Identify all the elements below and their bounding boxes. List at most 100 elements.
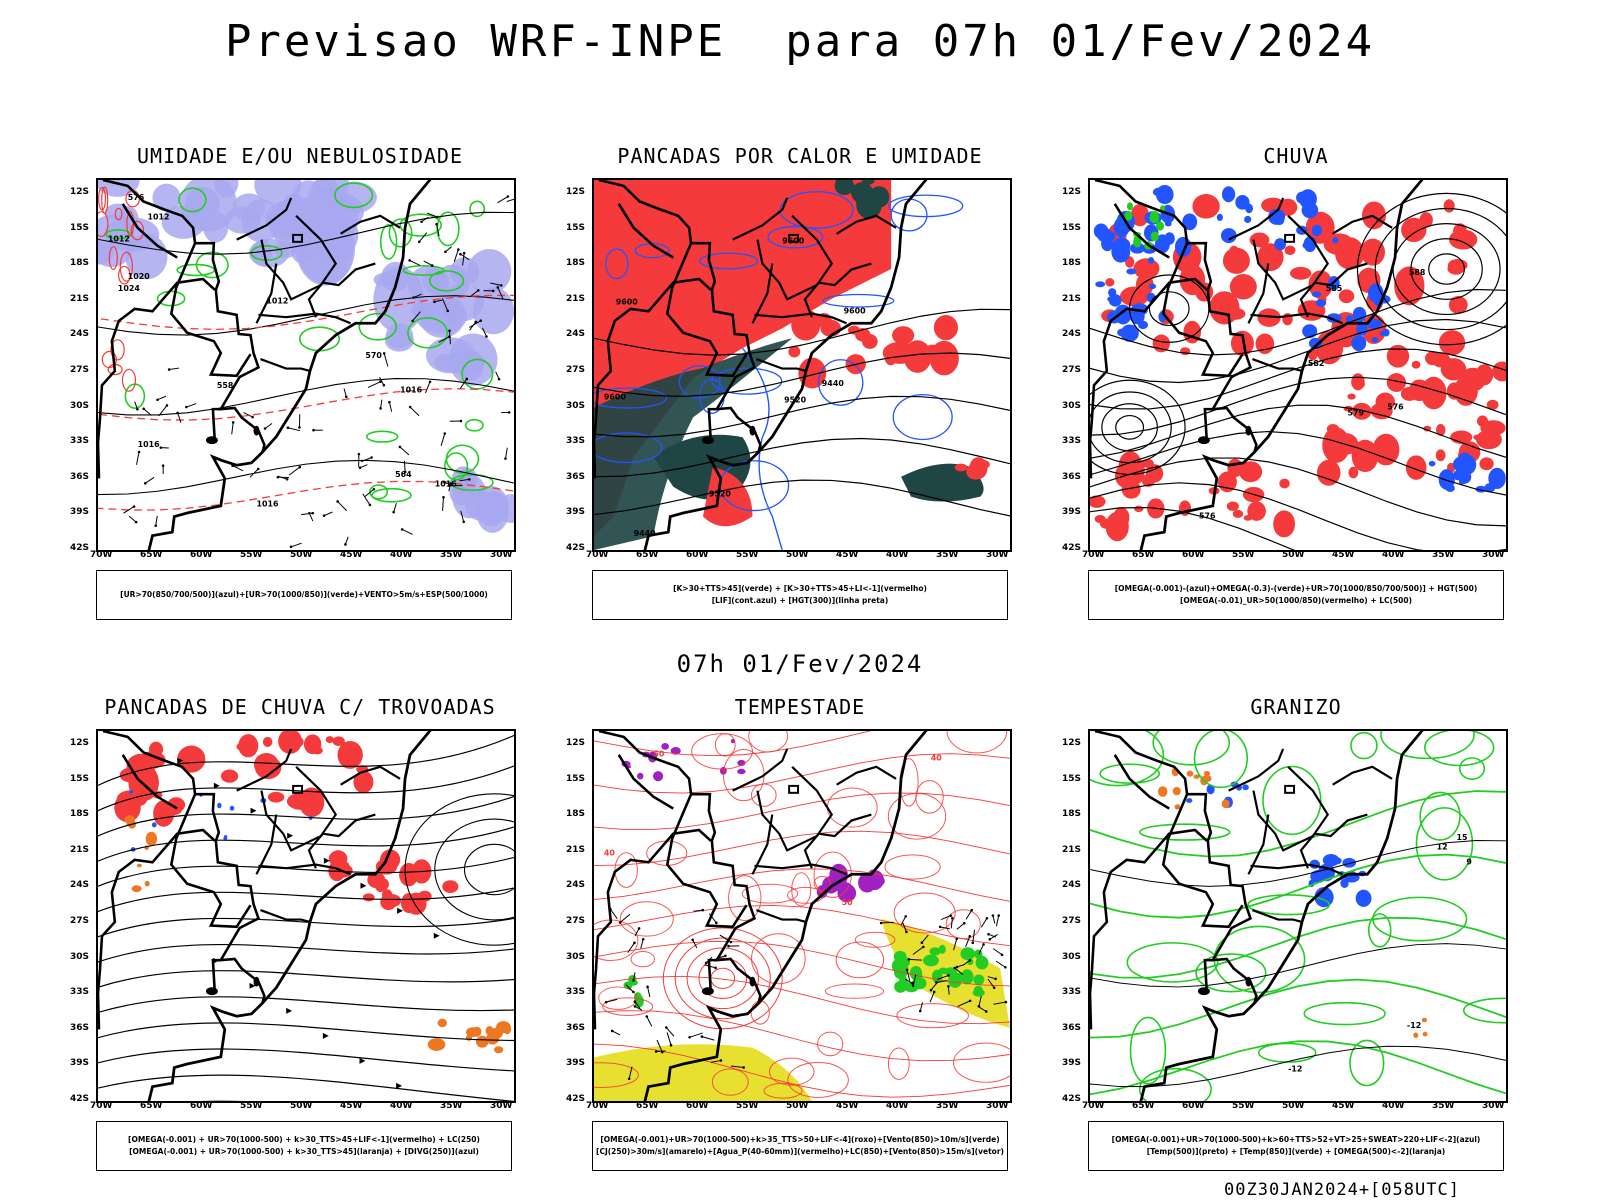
contour-label: 1016 (138, 440, 161, 449)
lat-tick-label: 30S (1062, 951, 1082, 962)
lat-tick-label: 15S (566, 773, 586, 784)
lon-tick-label: 45W (1332, 1101, 1355, 1111)
lat-tick-label: 33S (70, 987, 90, 998)
contour-label: 50 (653, 750, 665, 759)
map-borders (594, 180, 928, 550)
lat-tick-label: 36S (566, 471, 586, 482)
lon-tick-label: 60W (190, 1101, 213, 1111)
lat-tick-label: 12S (566, 738, 586, 748)
lat-tick-label: 12S (70, 187, 90, 197)
panel-title-pancadas-calor: PANCADAS POR CALOR E UMIDADE (617, 144, 983, 168)
lat-tick-label: 39S (1062, 1058, 1082, 1069)
lat-tick-label: 27S (1062, 916, 1082, 926)
lat-tick-label: 24S (1062, 880, 1082, 891)
contour-label: 576 (1387, 403, 1404, 412)
lat-tick-label: 15S (70, 773, 90, 784)
lat-tick-label: 42S (1062, 543, 1082, 553)
lat-tick-label: 24S (70, 329, 90, 340)
panel-title-trovoadas: PANCADAS DE CHUVA C/ TROVOADAS (104, 695, 496, 719)
map-borders (1090, 180, 1424, 550)
lon-tick-label: 45W (1332, 550, 1355, 560)
lon-tick-label: 70W (1082, 550, 1105, 560)
lat-tick-label: 18S (1062, 258, 1082, 269)
lat-tick-label: 30S (566, 951, 586, 962)
legend-line: [OMEGA(-0.001) + UR>70(1000-500) + k>30_… (128, 1135, 480, 1144)
lat-tick-label: 12S (1062, 738, 1082, 748)
lon-tick-label: 30W (1482, 1101, 1505, 1111)
lon-tick-label: 40W (886, 1101, 909, 1111)
mid-title: 07h 01/Fev/2024 (676, 650, 924, 678)
lat-tick-label: 42S (70, 1094, 90, 1104)
map-graphic-umidade: 1012 1012 1012 1016 1016 1016 1016 1020 1024 576 5… (98, 180, 514, 550)
contour-label: 1024 (118, 284, 141, 293)
lon-tick-label: 40W (886, 550, 909, 560)
lat-tick-label: 33S (1062, 987, 1082, 998)
contour-label: 9600 (616, 298, 639, 307)
legend-granizo: [OMEGA(-0.001)+UR>70(1000-500)+k>60+TTS>… (1088, 1121, 1504, 1171)
contour-label: 576 (128, 193, 145, 202)
legend-pancadas-calor: [K>30+TTS>45](verde) + [K>30+TTS>45+LI<-… (592, 570, 1008, 620)
contour-label: 564 (395, 470, 412, 479)
map-chuva: 588 585 582 579 576 576 (1088, 178, 1508, 552)
map-graphic-chuva: 588 585 582 579 576 576 (1090, 180, 1506, 550)
lon-tick-label: 30W (986, 550, 1009, 560)
map-borders (1090, 731, 1424, 1101)
lat-tick-label: 15S (1062, 222, 1082, 233)
legend-line: [K>30+TTS>45](verde) + [K>30+TTS>45+LI<-… (673, 584, 927, 593)
map-umidade: 1012 1012 1012 1016 1016 1016 1016 1020 1024 576 5… (96, 178, 516, 552)
lat-tick-label: 21S (70, 293, 90, 304)
contour-label: 1012 (266, 297, 288, 306)
contour-label: 15 (1456, 833, 1467, 842)
contour-label: 570 (365, 351, 382, 360)
lon-tick-label: 65W (140, 1101, 163, 1111)
lat-tick-label: 39S (1062, 507, 1082, 518)
lat-tick-label: 27S (1062, 365, 1082, 375)
legend-umidade: [UR>70(850/700/500)](azul)+[UR>70(1000/8… (96, 570, 512, 620)
lat-tick-label: 30S (566, 400, 586, 411)
lat-tick-label: 36S (1062, 1022, 1082, 1033)
lat-tick-label: 42S (1062, 1094, 1082, 1104)
lon-tick-label: 35W (440, 550, 463, 560)
lat-tick-label: 21S (70, 844, 90, 855)
lat-tick-label: 27S (70, 365, 90, 375)
lon-tick-label: 45W (836, 1101, 859, 1111)
lat-tick-label: 36S (70, 1022, 90, 1033)
contour-label: 1016 (435, 480, 458, 489)
lat-tick-label: 30S (70, 951, 90, 962)
contour-label: 9600 (604, 393, 627, 402)
contour-label: 9520 (709, 490, 732, 499)
contour-label: 50 (842, 898, 854, 907)
lon-tick-label: 60W (1182, 1101, 1205, 1111)
lat-tick-label: 33S (70, 436, 90, 447)
lon-tick-label: 35W (440, 1101, 463, 1111)
legend-trovoadas: [OMEGA(-0.001) + UR>70(1000-500) + k>30_… (96, 1121, 512, 1171)
legend-line: [CJ(250)>30m/s](amarelo)+[Agua_P(40-60mm… (596, 1147, 1004, 1156)
lat-tick-label: 18S (566, 809, 586, 820)
lat-tick-label: 42S (70, 543, 90, 553)
lat-tick-label: 39S (70, 507, 90, 518)
lon-tick-label: 45W (836, 550, 859, 560)
legend-line: [OMEGA(-0.001)+UR>70(1000-500)+k>35_TTS>… (600, 1135, 1000, 1144)
map-graphic-trovoadas (98, 731, 514, 1101)
legend-line: [Temp(500)](preto) + [Temp(850)](verde) … (1146, 1147, 1446, 1156)
legend-line: [UR>70(850/700/500)](azul)+[UR>70(1000/8… (120, 590, 488, 599)
lon-tick-label: 40W (1382, 1101, 1405, 1111)
map-trovoadas (96, 729, 516, 1103)
lat-tick-label: 36S (566, 1022, 586, 1033)
lon-tick-label: 65W (636, 550, 659, 560)
lat-tick-label: 12S (566, 187, 586, 197)
legend-line: [LIF](cont.azul) + [HGT(300)](linha pret… (711, 596, 889, 605)
map-fields: 1012 1012 1012 1016 1016 1016 1016 1020 1024 576 5… (98, 180, 514, 549)
map-granizo: -12 -12 15 12 9 (1088, 729, 1508, 1103)
lon-tick-label: 70W (90, 1101, 113, 1111)
map-graphic-granizo: -12 -12 15 12 9 (1090, 731, 1506, 1101)
contour-label: 12 (1437, 843, 1448, 852)
lon-tick-label: 30W (1482, 550, 1505, 560)
contour-label: 585 (1326, 284, 1343, 293)
lon-tick-label: 35W (1432, 550, 1455, 560)
lon-tick-label: 50W (786, 1101, 809, 1111)
panel-title-chuva: CHUVA (1263, 144, 1329, 168)
lat-tick-label: 30S (1062, 400, 1082, 411)
lon-tick-label: 35W (936, 550, 959, 560)
